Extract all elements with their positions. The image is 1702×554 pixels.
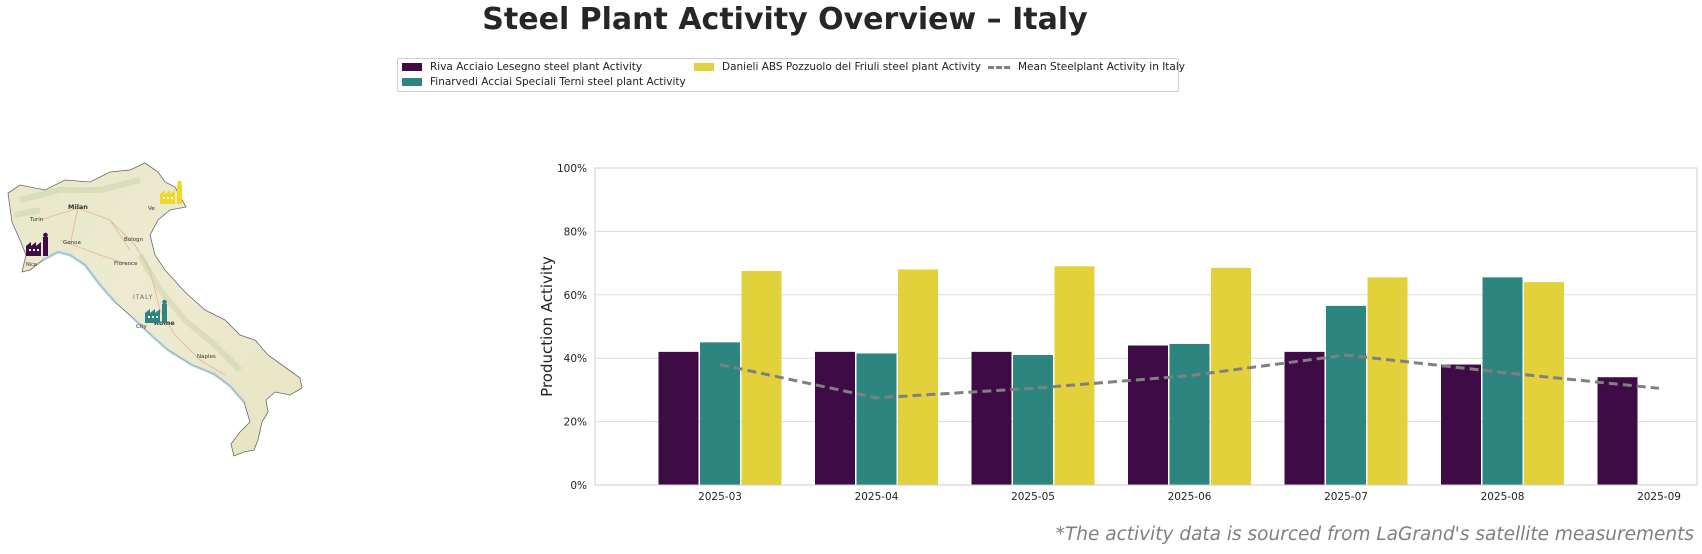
axes: 0% 20% 40% 60% 80% 100% Production Activity 202… xyxy=(538,163,1698,503)
x-tick-label: 2025-09 xyxy=(1637,491,1681,503)
legend-swatch-finarvedi xyxy=(402,78,422,86)
x-tick-label: 2025-08 xyxy=(1481,491,1525,503)
map-label-milan: Milan xyxy=(68,203,88,211)
bar xyxy=(700,342,740,485)
legend-label-danieli: Danieli ABS Pozzuolo del Friuli steel pl… xyxy=(722,61,981,73)
ligurian-coast xyxy=(42,250,117,303)
factory-icon-danieli xyxy=(160,180,182,204)
y-axis-label: Production Activity xyxy=(538,256,556,397)
legend-item-mean: Mean Steelplant Activity in Italy xyxy=(988,61,1185,73)
x-tick-label: 2025-06 xyxy=(1168,491,1212,503)
chart-title: Steel Plant Activity Overview – Italy xyxy=(482,2,1088,37)
map-label-city: City xyxy=(136,324,148,330)
bar xyxy=(1482,277,1523,485)
mean-line-path xyxy=(719,353,1660,400)
bar xyxy=(1013,355,1053,485)
bar xyxy=(971,351,1012,485)
legend-label-mean: Mean Steelplant Activity in Italy xyxy=(1018,61,1185,73)
x-tick-label: 2025-05 xyxy=(1011,491,1055,503)
map-label-genoa: Genoa xyxy=(63,240,81,246)
legend-dash-mean xyxy=(988,65,1010,69)
bar xyxy=(1524,282,1564,485)
map-label-venice: Ve xyxy=(148,206,155,212)
bar-chart: 0% 20% 40% 60% 80% 100% Production Activity 202… xyxy=(538,163,1698,503)
plot-frame xyxy=(594,167,1698,486)
mean-line xyxy=(719,353,1660,400)
bar xyxy=(1169,343,1210,485)
legend-label-riva: Riva Acciaio Lesegno steel plant Activit… xyxy=(430,61,643,73)
x-tick-label: 2025-03 xyxy=(698,491,742,503)
italy-map: Milan Turin Genoa Bologn Ve Florence ITA… xyxy=(7,162,303,457)
y-tick-label: 40% xyxy=(564,353,587,365)
factory-icon-riva xyxy=(26,232,48,256)
bar xyxy=(1441,364,1481,485)
terrain-shading xyxy=(14,177,243,373)
bars xyxy=(658,266,1638,485)
y-tick-label: 100% xyxy=(557,163,587,175)
bar xyxy=(1597,377,1638,485)
bar xyxy=(1211,267,1251,485)
factory-icon-finarvedi xyxy=(145,299,167,323)
bar xyxy=(856,353,897,485)
bar xyxy=(1128,345,1168,485)
y-tick-label: 60% xyxy=(564,290,587,302)
map-label-italy: ITALY xyxy=(133,294,153,301)
bar xyxy=(741,271,782,485)
map-label-naples: Naples xyxy=(197,354,216,360)
y-tick-label: 80% xyxy=(564,226,587,238)
bar xyxy=(1284,351,1325,485)
map-label-turin: Turin xyxy=(29,217,44,223)
map-label-bologna: Bologn xyxy=(124,237,144,243)
legend: Riva Acciaio Lesegno steel plant Activit… xyxy=(397,58,1185,92)
bar xyxy=(1054,266,1095,485)
bar xyxy=(815,351,855,485)
legend-swatch-danieli xyxy=(694,63,714,71)
y-tick-label: 20% xyxy=(564,417,587,429)
map-label-florence: Florence xyxy=(114,261,138,267)
bar xyxy=(658,351,699,485)
legend-swatch-riva xyxy=(402,63,422,71)
bar xyxy=(1367,277,1408,485)
roads xyxy=(39,207,226,376)
map-label-nice: Nice xyxy=(26,262,37,268)
y-tick-label: 0% xyxy=(570,480,587,492)
legend-label-finarvedi: Finarvedi Acciai Speciali Terni steel pl… xyxy=(430,76,686,88)
bar xyxy=(1326,305,1366,485)
bar xyxy=(898,269,938,485)
tyrrhenian-coast xyxy=(131,316,246,403)
legend-item-riva: Riva Acciaio Lesegno steel plant Activit… xyxy=(402,61,642,73)
x-tick-label: 2025-07 xyxy=(1324,491,1368,503)
footnote: *The activity data is sourced from LaGra… xyxy=(1055,524,1694,545)
x-tick-label: 2025-04 xyxy=(855,491,899,503)
legend-item-finarvedi: Finarvedi Acciai Speciali Terni steel pl… xyxy=(402,76,686,88)
legend-item-danieli: Danieli ABS Pozzuolo del Friuli steel pl… xyxy=(694,61,981,73)
